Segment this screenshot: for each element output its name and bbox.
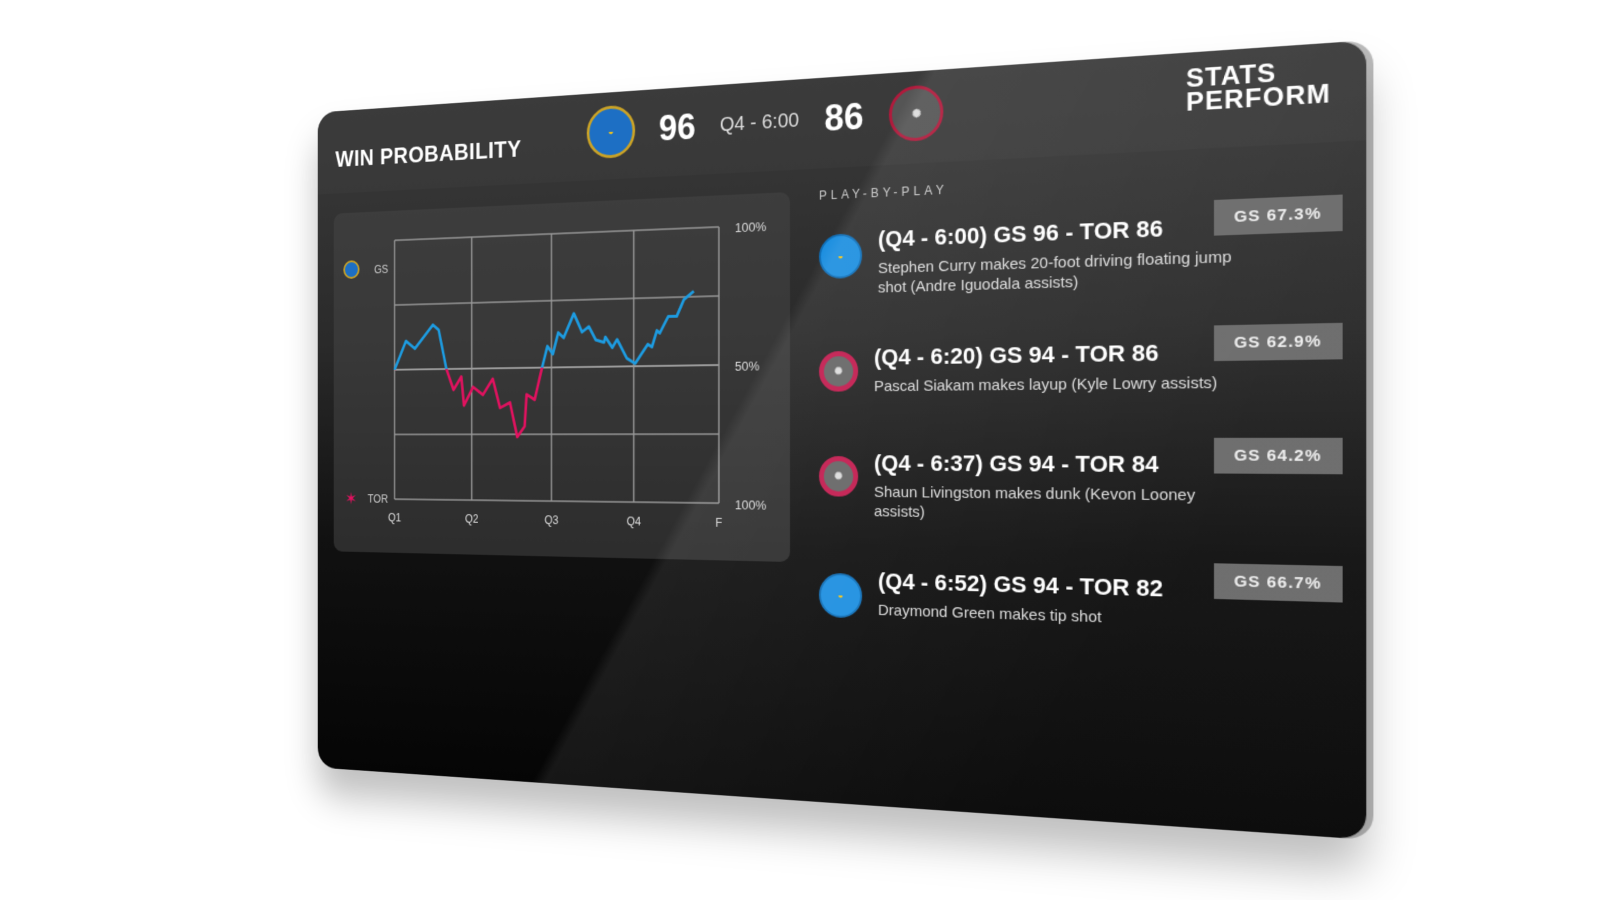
play-by-play-panel: PLAY-BY-PLAY ◒ (Q4 - 6:00) GS 96 - TOR 8…: [818, 164, 1343, 681]
x-tick-label: F: [715, 517, 722, 530]
home-score: 96: [658, 106, 696, 149]
raptors-logo-icon: ✺: [889, 83, 944, 143]
gs-win-line: [395, 291, 694, 437]
y-tick-top: 100%: [735, 219, 766, 235]
scoreboard: ◒ 96 Q4 - 6:00 86 ✺: [586, 83, 944, 160]
raptors-logo-icon: ✺: [818, 456, 859, 497]
play-by-play-label: PLAY-BY-PLAY: [818, 182, 948, 203]
y-tick-bottom: 100%: [735, 497, 766, 513]
stats-perform-logo: STATS PERFORM: [1186, 58, 1331, 118]
win-probability-badge: GS 62.9%: [1213, 322, 1343, 362]
x-tick-label: Q3: [544, 514, 558, 527]
tor-axis-label: TOR: [368, 493, 388, 505]
play-description: Shaun Livingston makes dunk (Kevon Loone…: [873, 483, 1196, 522]
win-probability-badge: GS 66.7%: [1213, 563, 1343, 603]
play-item[interactable]: ◒ (Q4 - 6:52) GS 94 - TOR 82 Draymond Gr…: [818, 555, 1343, 644]
play-description: Stephen Curry makes 20-foot driving floa…: [877, 248, 1232, 297]
y-tick-mid: 50%: [735, 358, 760, 374]
warriors-logo-icon: ◒: [818, 572, 863, 619]
warriors-logo-icon: ◒: [818, 233, 863, 280]
raptors-legend-icon: ✶: [345, 489, 357, 508]
grid-line-h: [395, 365, 719, 370]
play-headline: (Q4 - 6:00) GS 96 - TOR 86: [877, 215, 1164, 252]
gs-axis-label: GS: [374, 263, 388, 276]
grid-line-h: [395, 227, 719, 240]
play-headline: (Q4 - 6:52) GS 94 - TOR 82: [877, 568, 1164, 602]
play-item[interactable]: ✺ (Q4 - 6:37) GS 94 - TOR 84 Shaun Livin…: [818, 437, 1343, 529]
grid-line-h: [395, 499, 719, 503]
play-headline: (Q4 - 6:37) GS 94 - TOR 84: [873, 450, 1159, 478]
warriors-logo-icon: ◒: [586, 104, 636, 160]
game-clock: Q4 - 6:00: [719, 108, 800, 136]
x-tick-label: Q2: [465, 513, 479, 526]
raptors-logo-icon: ✺: [818, 350, 859, 392]
win-probability-chart-card: GS ✶ TOR 100% 50% 100% Q1 Q2 Q3 Q4 F: [333, 192, 790, 562]
win-probability-badge: GS 67.3%: [1213, 194, 1343, 236]
win-probability-chart: GS ✶ TOR 100% 50% 100% Q1 Q2 Q3 Q4 F: [334, 219, 766, 530]
grid-line-h: [395, 296, 719, 305]
play-description: Pascal Siakam makes layup (Kyle Lowry as…: [873, 374, 1218, 396]
page-title: WIN PROBABILITY: [335, 136, 522, 173]
play-item[interactable]: ◒ (Q4 - 6:00) GS 96 - TOR 86 Stephen Cur…: [818, 194, 1343, 300]
x-tick-label: Q4: [627, 515, 642, 528]
play-item[interactable]: ✺ (Q4 - 6:20) GS 94 - TOR 86 Pascal Siak…: [818, 322, 1343, 404]
away-score: 86: [824, 95, 864, 140]
win-probability-badge: GS 64.2%: [1213, 437, 1343, 475]
play-description: Draymond Green makes tip shot: [877, 601, 1102, 627]
gs-legend-icon: [344, 261, 359, 278]
win-probability-screen: WIN PROBABILITY ◒ 96 Q4 - 6:00 86 ✺ STAT…: [317, 40, 1367, 840]
play-headline: (Q4 - 6:20) GS 94 - TOR 86: [873, 339, 1159, 370]
x-tick-label: Q1: [388, 512, 401, 524]
